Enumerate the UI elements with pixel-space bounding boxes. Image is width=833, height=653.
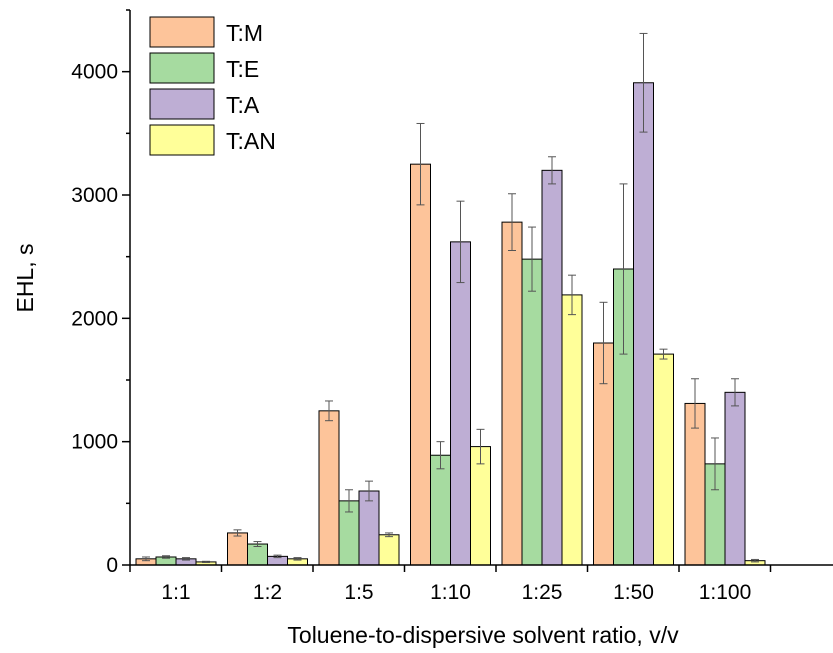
bar-t-a-1-50	[633, 82, 654, 566]
error-bar	[142, 556, 150, 562]
x-tick-label: 1:5	[344, 581, 373, 604]
error-bar	[202, 560, 210, 564]
bar-t-m-1-2	[227, 532, 248, 566]
x-tick-label: 1:25	[522, 581, 563, 604]
error-bar	[568, 274, 576, 316]
error-bar	[711, 437, 719, 491]
error-bar	[639, 32, 648, 133]
error-bars-layer	[142, 32, 759, 564]
error-bar	[548, 156, 556, 185]
x-tick-label: 1:100	[699, 581, 752, 604]
x-tick-label: 1:1	[161, 581, 190, 604]
error-bar	[365, 480, 373, 502]
bar-t-a-1-100	[724, 391, 746, 566]
bar-t-e-1-10	[430, 454, 451, 566]
legend-swatch-t-e	[149, 52, 215, 84]
error-bar	[751, 558, 759, 563]
error-bar	[385, 532, 393, 538]
x-axis-title: Toluene-to-dispersive solvent ratio, v/v	[287, 622, 679, 648]
legend-label: T:M	[226, 20, 263, 46]
bar-t-m-1-10	[410, 163, 431, 566]
axes-layer: 0 1000 2000 3000 4000 1:1 1:2 1:5 1:10 1:25 1:50 1:…	[71, 9, 833, 604]
bar-t-an-1-25	[561, 294, 583, 566]
bar-t-m-1-5	[318, 410, 340, 566]
error-bar	[659, 348, 668, 360]
error-bar	[293, 557, 302, 561]
legend-swatch-t-a	[149, 88, 215, 120]
error-bar	[476, 428, 485, 465]
error-bar	[691, 378, 699, 429]
y-tick-label: 1000	[71, 431, 118, 454]
x-tick-label: 1:2	[253, 581, 282, 604]
error-bar	[508, 193, 516, 251]
error-bar	[619, 183, 628, 355]
error-bar	[416, 122, 425, 206]
error-bar	[436, 441, 445, 470]
x-tick-label: 1:50	[613, 581, 654, 604]
error-bar	[162, 555, 170, 559]
error-bar	[273, 554, 282, 559]
bar-t-m-1-25	[501, 221, 523, 566]
x-tick-label: 1:10	[430, 581, 471, 604]
bar-t-e-1-25	[521, 258, 543, 566]
error-bar	[456, 200, 465, 284]
legend-label: T:E	[226, 56, 259, 82]
y-tick-label: 4000	[71, 61, 118, 84]
legend-swatch-t-m	[149, 16, 215, 48]
error-bar	[253, 541, 262, 547]
legend: T:M T:E T:A T:AN	[149, 16, 276, 156]
error-bar	[528, 226, 536, 292]
y-tick-label: 0	[106, 554, 118, 577]
error-bar	[345, 489, 353, 513]
legend-label: T:AN	[226, 128, 276, 154]
error-bar	[233, 529, 242, 537]
y-axis-title: EHL, s	[12, 243, 38, 312]
bar-t-an-1-50	[653, 353, 674, 566]
error-bar	[599, 301, 608, 385]
bar-t-a-1-5	[358, 490, 380, 566]
error-bar	[325, 400, 333, 422]
bar-t-e-1-2	[247, 543, 268, 566]
y-tick-label: 3000	[71, 184, 118, 207]
bar-t-a-1-25	[541, 169, 563, 566]
legend-label: T:A	[226, 92, 260, 118]
error-bar	[182, 557, 190, 561]
y-tick-label: 2000	[71, 307, 118, 330]
bar-t-a-1-10	[450, 241, 471, 566]
bars-layer	[135, 82, 766, 566]
error-bar	[731, 378, 739, 407]
legend-swatch-t-an	[149, 124, 215, 156]
bar-t-an-1-5	[378, 534, 400, 566]
